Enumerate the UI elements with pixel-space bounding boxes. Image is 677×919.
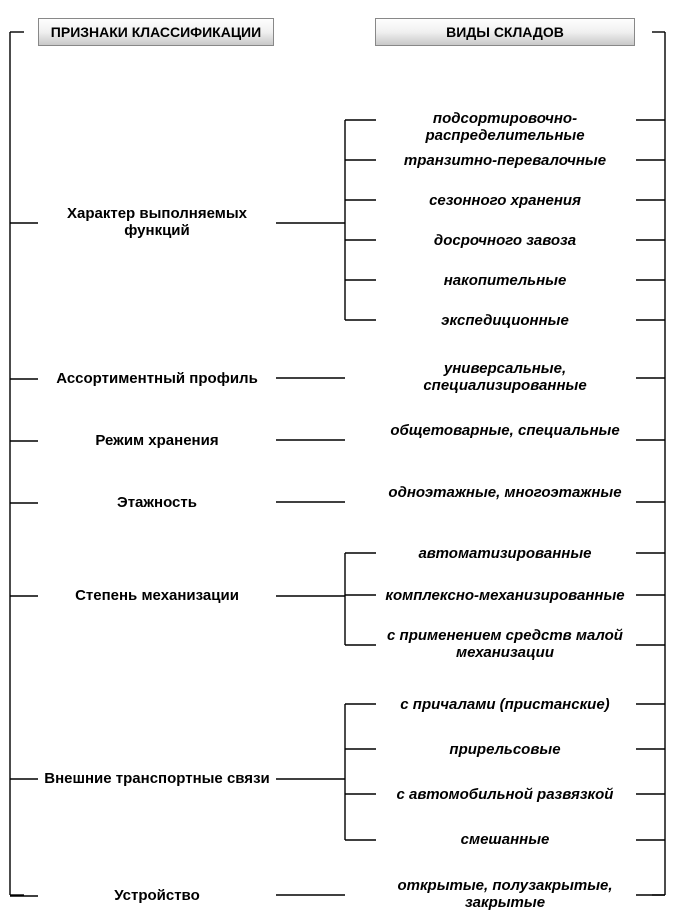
criterion-5: Внешние транспортные связи [40,770,274,787]
type-0-1: транзитно-перевалочные [376,152,634,169]
type-4-0: автоматизированные [376,545,634,562]
type-0-4: накопительные [376,272,634,289]
criterion-0: Характер выполняемых функций [40,205,274,239]
type-0-0: подсортировочно-распределительные [376,110,634,144]
criterion-6: Устройство [40,887,274,904]
diagram-canvas: ПРИЗНАКИ КЛАССИФИКАЦИИ ВИДЫ СКЛАДОВ Хара… [0,0,677,919]
criterion-3: Этажность [40,494,274,511]
criterion-1: Ассортиментный профиль [40,370,274,387]
criterion-2: Режим хранения [40,432,274,449]
type-5-1: прирельсовые [376,741,634,758]
type-1-0: универсальные, специализированные [376,360,634,394]
type-6-0: открытые, полузакрытые, закрытые [376,877,634,911]
type-0-5: экспедиционные [376,312,634,329]
type-5-0: с причалами (пристанские) [376,696,634,713]
header-left: ПРИЗНАКИ КЛАССИФИКАЦИИ [38,18,274,46]
type-4-2: с применением средств малой механизации [376,627,634,661]
criterion-4: Степень механизации [40,587,274,604]
type-0-3: досрочного завоза [376,232,634,249]
type-2-0: общетоварные, специальные [376,422,634,439]
type-3-0: одноэтажные, многоэтажные [376,484,634,501]
type-5-2: с автомобильной развязкой [376,786,634,803]
header-right: ВИДЫ СКЛАДОВ [375,18,635,46]
type-4-1: комплексно-механизированные [376,587,634,604]
type-0-2: сезонного хранения [376,192,634,209]
type-5-3: смешанные [376,831,634,848]
